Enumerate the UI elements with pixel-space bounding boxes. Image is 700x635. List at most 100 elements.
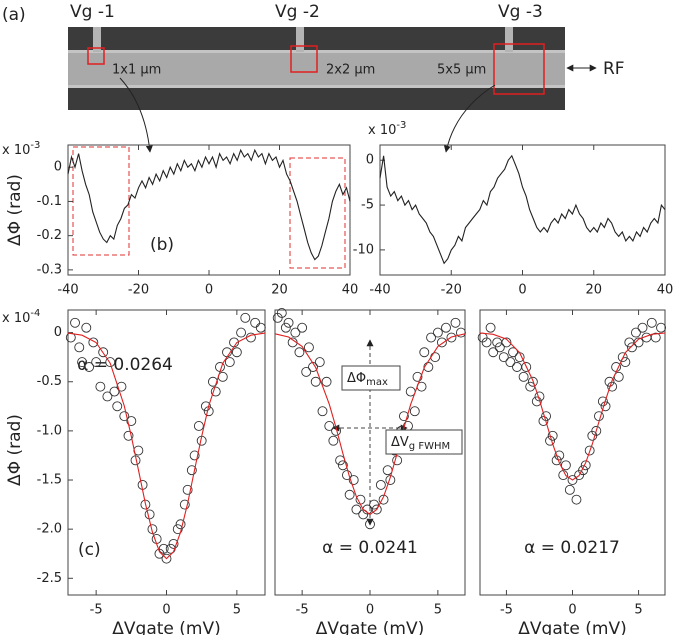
x-axis-label: ΔVgate (mV): [112, 619, 220, 635]
data-point: [224, 357, 235, 368]
data-point: [161, 553, 172, 564]
data-point: [584, 445, 595, 456]
data-point: [172, 524, 183, 535]
y-tick-label: -10: [353, 242, 374, 257]
data-point: [501, 337, 512, 348]
data-point: [341, 470, 352, 481]
data-point: [521, 362, 532, 372]
y-tick-label: -1.0: [37, 423, 62, 438]
y-tick-label: -2.0: [37, 522, 62, 537]
data-point: [303, 342, 314, 353]
data-point: [112, 401, 123, 412]
data-point: [398, 411, 409, 422]
y-tick-label: -1.5: [37, 473, 62, 488]
data-point: [297, 322, 308, 333]
data-point: [189, 450, 200, 461]
data-point: [337, 460, 348, 471]
fit-line: [479, 332, 666, 481]
data-point: [280, 322, 291, 333]
size-label: 5x5 µm: [437, 63, 486, 78]
highlight-box: [289, 157, 346, 269]
data-point: [294, 347, 305, 358]
data-point: [580, 460, 591, 471]
data-point: [255, 322, 266, 333]
data-point: [558, 470, 569, 481]
data-point: [412, 371, 423, 382]
data-point: [567, 475, 578, 485]
gate-label: Vg -3: [498, 2, 543, 22]
panel-label: (c): [78, 540, 101, 560]
data-point: [144, 509, 155, 520]
data-point: [382, 465, 393, 476]
data-line: [67, 148, 351, 261]
data-point: [91, 357, 102, 368]
data-point: [531, 396, 542, 407]
data-point: [505, 357, 516, 368]
gate-label: Vg -1: [70, 2, 115, 22]
data-point: [355, 494, 366, 505]
axis-multiplier: x 10-3: [368, 120, 406, 138]
data-point: [168, 538, 179, 549]
data-point: [547, 430, 558, 441]
x-tick-label: -20: [441, 283, 462, 298]
data-point: [236, 327, 247, 338]
data-point: [200, 401, 211, 412]
data-point: [88, 337, 99, 348]
data-point: [140, 499, 151, 510]
data-point: [301, 366, 312, 377]
annotation-label: ΔΦmax: [347, 371, 388, 389]
data-point: [182, 484, 193, 495]
data-point: [508, 347, 518, 358]
x-tick-label: 0: [162, 603, 170, 618]
multiplier-base: x 10: [2, 311, 30, 326]
y-tick-label: -5: [361, 198, 374, 213]
data-point: [351, 504, 362, 515]
data-point: [290, 327, 301, 338]
y-tick-label: -0.1: [37, 194, 62, 209]
data-point: [419, 347, 430, 358]
y-tick-label: 0: [366, 153, 374, 168]
annotation: α = 0.0264: [77, 355, 173, 375]
data-point: [633, 337, 644, 348]
y-axis-label: ΔΦ (rad): [5, 174, 25, 246]
data-point: [276, 307, 287, 318]
annotation-text: ΔV: [391, 435, 409, 450]
annotation-box: [385, 429, 463, 455]
multiplier-exponent: -3: [396, 120, 406, 131]
data-point: [109, 386, 120, 397]
data-point: [646, 317, 657, 328]
data-point: [627, 342, 637, 353]
data-point: [324, 421, 335, 431]
axis-multiplier: x 10-4: [2, 308, 40, 326]
data-point: [409, 406, 420, 417]
data-point: [84, 362, 95, 372]
data-point: [571, 494, 582, 505]
x-tick-label: 5: [233, 603, 241, 618]
data-point: [371, 504, 382, 515]
x-axis-label: ΔVgate (mV): [518, 619, 626, 635]
data-point: [328, 435, 339, 446]
data-point: [607, 381, 618, 392]
data-point: [617, 352, 628, 363]
data-point: [317, 406, 328, 417]
data-point: [81, 322, 92, 333]
annotation-label: ΔVg FWHM: [391, 435, 450, 453]
x-tick-label: -40: [369, 283, 390, 298]
x-tick-label: 0: [205, 283, 213, 298]
x-tick-label: -5: [90, 603, 103, 618]
x-tick-label: 40: [342, 283, 359, 298]
data-point: [365, 519, 375, 530]
x-axis-label: ΔVgate (mV): [316, 619, 424, 635]
data-point: [179, 499, 190, 510]
data-point: [560, 460, 571, 471]
data-point: [611, 362, 622, 372]
multiplier-exponent: -4: [30, 308, 40, 319]
plot-frame: [379, 144, 666, 276]
y-axis-label: ΔΦ (rad): [5, 414, 25, 486]
annotation: α = 0.0217: [524, 538, 620, 558]
x-tick-label: 5: [434, 603, 442, 618]
data-point: [512, 362, 522, 372]
data-point: [564, 484, 575, 495]
data-point: [70, 317, 80, 328]
x-tick-label: 0: [568, 603, 576, 618]
